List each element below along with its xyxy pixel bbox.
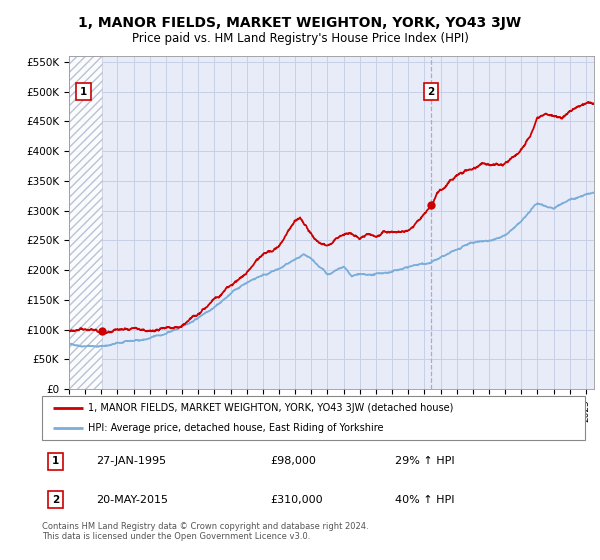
Text: 1: 1: [80, 87, 87, 97]
Text: 2: 2: [427, 87, 434, 97]
Text: £310,000: £310,000: [270, 495, 323, 505]
Text: 40% ↑ HPI: 40% ↑ HPI: [395, 495, 454, 505]
Text: £98,000: £98,000: [270, 456, 316, 466]
Text: Price paid vs. HM Land Registry's House Price Index (HPI): Price paid vs. HM Land Registry's House …: [131, 32, 469, 45]
Text: 2: 2: [52, 495, 59, 505]
Text: 20-MAY-2015: 20-MAY-2015: [97, 495, 168, 505]
FancyBboxPatch shape: [42, 396, 585, 440]
Text: 27-JAN-1995: 27-JAN-1995: [97, 456, 166, 466]
Text: 1, MANOR FIELDS, MARKET WEIGHTON, YORK, YO43 3JW (detached house): 1, MANOR FIELDS, MARKET WEIGHTON, YORK, …: [88, 403, 454, 413]
Text: 29% ↑ HPI: 29% ↑ HPI: [395, 456, 455, 466]
Text: Contains HM Land Registry data © Crown copyright and database right 2024.
This d: Contains HM Land Registry data © Crown c…: [42, 522, 368, 542]
Text: 1, MANOR FIELDS, MARKET WEIGHTON, YORK, YO43 3JW: 1, MANOR FIELDS, MARKET WEIGHTON, YORK, …: [79, 16, 521, 30]
Text: 1: 1: [52, 456, 59, 466]
Text: HPI: Average price, detached house, East Riding of Yorkshire: HPI: Average price, detached house, East…: [88, 423, 383, 433]
